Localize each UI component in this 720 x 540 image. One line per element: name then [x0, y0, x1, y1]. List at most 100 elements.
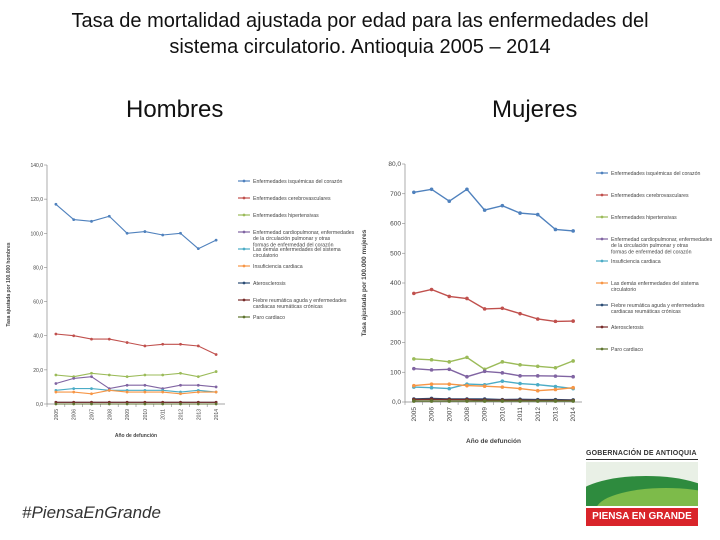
data-point-mujeres [518, 311, 522, 316]
data-point-hombres [143, 383, 147, 387]
series-line-hombres-5 [55, 389, 217, 395]
data-point-hombres [196, 383, 200, 387]
data-point-mujeres [447, 367, 452, 372]
y-tick-label-mujeres: 700 [390, 191, 401, 198]
data-point-hombres [125, 383, 129, 387]
data-point-mujeres [465, 355, 469, 360]
data-point-hombres [90, 392, 93, 396]
data-point-mujeres [500, 385, 505, 389]
y-tick-label-mujeres: 100 [390, 369, 401, 376]
x-tick-label-hombres: 2012 [179, 409, 185, 420]
data-point-mujeres [447, 199, 452, 203]
y-tick-label-hombres: 40,0 [33, 334, 43, 340]
data-point-hombres [90, 219, 93, 223]
data-point-hombres [72, 376, 76, 380]
x-tick-label-hombres: 2006 [72, 409, 78, 420]
data-point-hombres [54, 382, 58, 385]
x-tick-label-hombres: 2008 [107, 409, 113, 420]
legend-label-mujeres: Insuficiencia cardiaca [611, 259, 661, 265]
x-tick-label-mujeres: 2012 [535, 407, 542, 422]
data-point-mujeres [553, 399, 558, 403]
gobernacion-logo: GOBERNACIÓN DE ANTIOQUIA PIENSA EN GRAND… [586, 450, 698, 526]
data-point-mujeres [553, 384, 558, 389]
data-point-mujeres [447, 382, 452, 386]
data-point-hombres [196, 344, 200, 348]
series-line-hombres-1 [55, 333, 217, 355]
legend-label-hombres: Paro cardiaco [253, 315, 285, 321]
legend-label-hombres: Las demás enfermedades del sistema circul… [253, 247, 341, 259]
data-point-mujeres [412, 190, 416, 195]
data-point-mujeres [429, 187, 434, 192]
data-point-mujeres [500, 399, 505, 403]
data-point-mujeres [571, 319, 575, 323]
x-tick-label-mujeres: 2006 [429, 407, 436, 422]
legend-marker-hombres [242, 247, 246, 251]
slide-title-line1: Tasa de mortalidad ajustada por edad par… [71, 10, 649, 32]
series-line-mujeres-0 [413, 188, 574, 232]
data-point-mujeres [482, 307, 487, 311]
y-tick-label-hombres: 120,0 [30, 197, 43, 203]
data-point-hombres [125, 375, 129, 379]
data-point-hombres [214, 402, 218, 406]
y-axis-title-hombres: Tasa ajustada por 100.000 hombres [6, 242, 12, 326]
x-tick-label-mujeres: 2010 [499, 407, 506, 422]
data-point-hombres [214, 370, 218, 373]
legend-marker-mujeres [600, 281, 604, 285]
legend-marker-hombres [242, 213, 246, 217]
data-point-hombres [90, 387, 93, 391]
data-point-hombres [143, 402, 147, 406]
data-point-hombres [72, 402, 76, 406]
data-point-mujeres [535, 388, 540, 393]
chart-title-hombres: Hombres [126, 96, 224, 123]
data-point-hombres [161, 390, 165, 394]
legend-marker-mujeres [600, 237, 604, 241]
legend-marker-mujeres [600, 193, 604, 197]
data-point-hombres [107, 388, 111, 392]
data-point-hombres [214, 353, 218, 356]
legend-label-mujeres: Las demás enfermedades del sistema circul… [611, 281, 699, 293]
x-tick-label-hombres: 2009 [125, 409, 131, 420]
data-point-hombres [125, 402, 129, 406]
x-tick-label-mujeres: 2005 [411, 407, 418, 422]
legend-marker-hombres [242, 230, 246, 234]
data-point-mujeres [500, 360, 505, 364]
data-point-mujeres [465, 399, 469, 403]
legend-label-hombres: Enfermedades cerebrovasculares [253, 196, 331, 202]
data-point-hombres [196, 390, 200, 394]
slide-title: Tasa de mortalidad ajustada por edad par… [0, 8, 720, 60]
x-tick-label-mujeres: 2009 [482, 407, 489, 422]
legend-marker-hombres [242, 264, 246, 268]
y-tick-label-mujeres: 200 [390, 340, 401, 347]
data-point-hombres [90, 375, 93, 379]
y-tick-label-hombres: 20,0 [33, 368, 43, 374]
data-point-mujeres [571, 229, 575, 233]
data-point-hombres [72, 390, 76, 394]
data-point-hombres [214, 390, 218, 394]
data-point-hombres [54, 373, 58, 377]
slide-title-line2: sistema circulatorio. Antioquia 2005 – 2… [169, 36, 551, 58]
data-point-mujeres [447, 399, 452, 403]
data-point-hombres [90, 337, 93, 341]
data-point-hombres [179, 383, 182, 387]
data-point-mujeres [465, 374, 469, 379]
data-point-mujeres [465, 296, 469, 301]
series-line-mujeres-5 [413, 383, 574, 392]
data-point-hombres [125, 390, 129, 394]
series-line-hombres-0 [55, 203, 217, 250]
series-line-mujeres-1 [413, 288, 574, 323]
data-point-hombres [54, 332, 58, 336]
series-line-mujeres-2 [413, 356, 574, 371]
data-point-hombres [179, 342, 182, 346]
data-point-mujeres [482, 208, 487, 212]
data-point-mujeres [482, 369, 487, 374]
legend-marker-hombres [242, 196, 246, 200]
data-point-hombres [143, 344, 147, 348]
data-point-mujeres [447, 294, 452, 299]
data-point-mujeres [500, 306, 505, 311]
data-point-hombres [179, 392, 182, 396]
data-point-hombres [196, 402, 200, 406]
data-point-mujeres [571, 385, 575, 390]
y-tick-label-hombres: 60,0 [33, 300, 43, 306]
data-point-mujeres [518, 399, 522, 403]
